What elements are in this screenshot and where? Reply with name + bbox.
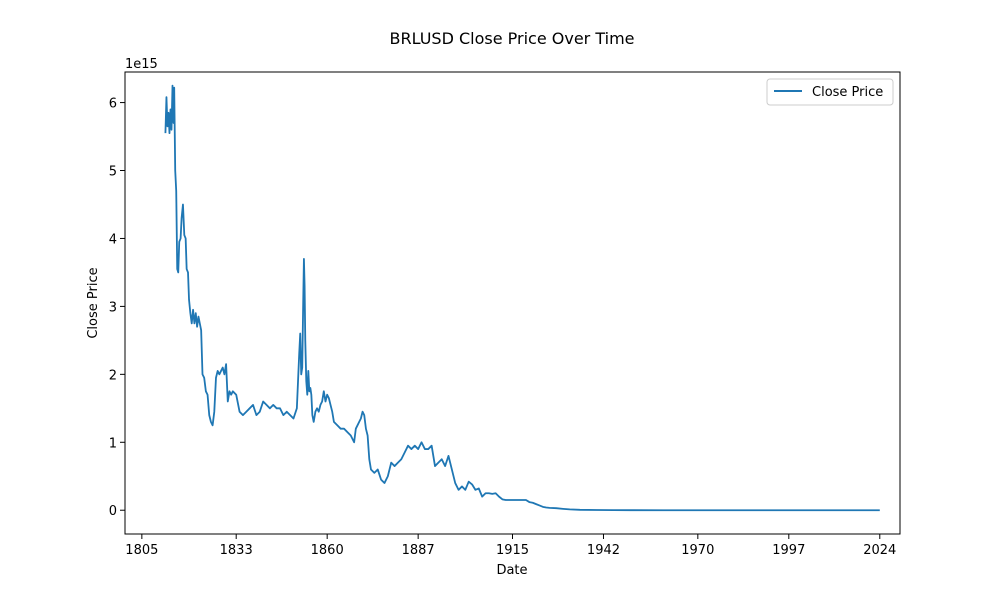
legend-box xyxy=(766,78,894,106)
close-price-series-line xyxy=(164,84,880,512)
plot-frame xyxy=(124,71,901,535)
y-tick-label: 3 xyxy=(109,300,117,315)
x-tick-label: 1860 xyxy=(311,543,344,558)
x-tick-label: 1887 xyxy=(402,543,435,558)
y-tick-label: 0 xyxy=(109,504,117,519)
x-tick-label: 1942 xyxy=(587,543,620,558)
y-offset-label: 1e15 xyxy=(125,57,158,72)
x-tick-label: 1915 xyxy=(496,543,529,558)
x-tick-label: 1805 xyxy=(125,543,158,558)
y-tick-label: 2 xyxy=(109,368,117,383)
x-tick-label: 1997 xyxy=(772,543,805,558)
x-axis-title: Date xyxy=(496,563,527,578)
y-tick-label: 6 xyxy=(109,97,117,112)
x-axis-ticks: 1805 1833 1860 1887 1915 1942 1970 1997 2024 xyxy=(125,534,896,558)
x-tick-label: 1970 xyxy=(681,543,714,558)
chart-title: BRLUSD Close Price Over Time xyxy=(390,29,635,48)
legend: Close Price xyxy=(766,78,894,106)
y-tick-label: 4 xyxy=(109,232,117,247)
y-axis-title: Close Price xyxy=(86,267,101,338)
legend-label-close-price: Close Price xyxy=(812,85,883,100)
y-axis-ticks: 0 1 2 3 4 5 6 xyxy=(109,97,125,519)
y-tick-label: 5 xyxy=(109,165,117,180)
x-tick-label: 2024 xyxy=(863,543,896,558)
x-tick-label: 1833 xyxy=(220,543,253,558)
y-tick-label: 1 xyxy=(109,436,117,451)
